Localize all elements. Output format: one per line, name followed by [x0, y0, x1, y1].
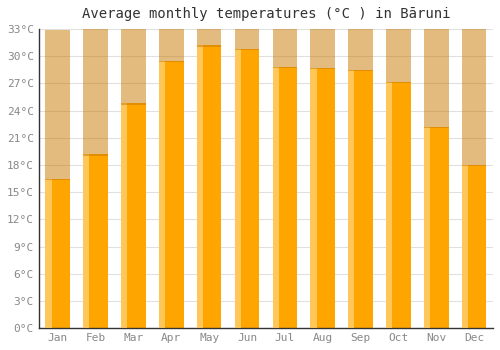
Bar — [348, 0, 373, 71]
Bar — [197, 46, 203, 328]
Bar — [121, 0, 146, 105]
Bar — [46, 178, 70, 328]
Bar — [121, 103, 128, 328]
Bar — [310, 68, 316, 328]
Bar — [84, 0, 108, 155]
Bar — [159, 61, 184, 328]
Bar — [348, 70, 354, 328]
Bar — [272, 67, 297, 328]
Bar — [84, 154, 108, 328]
Bar — [462, 3, 486, 166]
Bar — [386, 0, 410, 83]
Bar — [386, 82, 410, 328]
Bar — [272, 67, 278, 328]
Bar — [348, 70, 373, 328]
Bar — [310, 68, 335, 328]
Bar — [234, 0, 260, 50]
Bar — [424, 127, 430, 328]
Bar — [462, 165, 486, 328]
Bar — [234, 49, 241, 328]
Bar — [159, 0, 184, 62]
Bar — [386, 82, 392, 328]
Bar — [424, 127, 448, 328]
Bar — [46, 30, 70, 180]
Bar — [462, 165, 468, 328]
Bar — [121, 103, 146, 328]
Bar — [46, 178, 52, 328]
Bar — [197, 0, 222, 47]
Bar — [84, 154, 89, 328]
Bar — [197, 46, 222, 328]
Bar — [159, 61, 165, 328]
Bar — [272, 0, 297, 69]
Bar — [234, 49, 260, 328]
Bar — [424, 0, 448, 128]
Title: Average monthly temperatures (°C ) in Bāruni: Average monthly temperatures (°C ) in Bā… — [82, 7, 450, 21]
Bar — [310, 0, 335, 69]
